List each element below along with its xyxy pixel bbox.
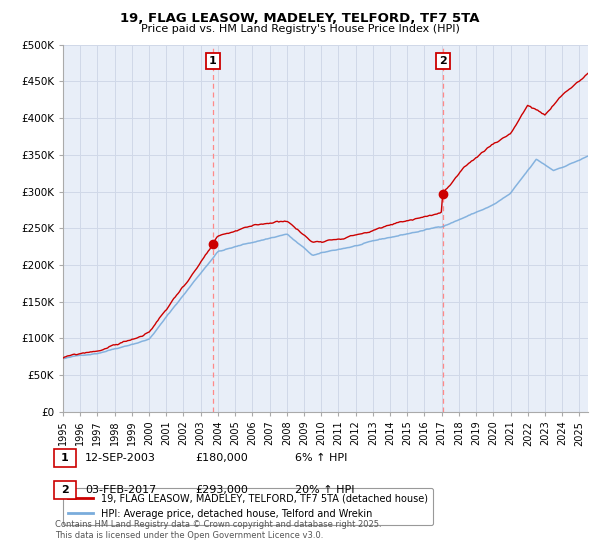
Text: 20% ↑ HPI: 20% ↑ HPI <box>295 485 355 495</box>
Text: 19, FLAG LEASOW, MADELEY, TELFORD, TF7 5TA: 19, FLAG LEASOW, MADELEY, TELFORD, TF7 5… <box>120 12 480 25</box>
Text: 2: 2 <box>61 485 69 495</box>
FancyBboxPatch shape <box>54 449 76 467</box>
Text: £293,000: £293,000 <box>195 485 248 495</box>
Text: 12-SEP-2003: 12-SEP-2003 <box>85 453 156 463</box>
Legend: 19, FLAG LEASOW, MADELEY, TELFORD, TF7 5TA (detached house), HPI: Average price,: 19, FLAG LEASOW, MADELEY, TELFORD, TF7 5… <box>62 488 433 525</box>
Text: Price paid vs. HM Land Registry's House Price Index (HPI): Price paid vs. HM Land Registry's House … <box>140 24 460 34</box>
Text: 6% ↑ HPI: 6% ↑ HPI <box>295 453 347 463</box>
Text: 2: 2 <box>439 56 447 66</box>
Text: 1: 1 <box>61 453 69 463</box>
Text: 03-FEB-2017: 03-FEB-2017 <box>85 485 156 495</box>
Text: £180,000: £180,000 <box>195 453 248 463</box>
Text: Contains HM Land Registry data © Crown copyright and database right 2025.
This d: Contains HM Land Registry data © Crown c… <box>55 520 382 540</box>
FancyBboxPatch shape <box>54 481 76 499</box>
Text: 1: 1 <box>209 56 217 66</box>
